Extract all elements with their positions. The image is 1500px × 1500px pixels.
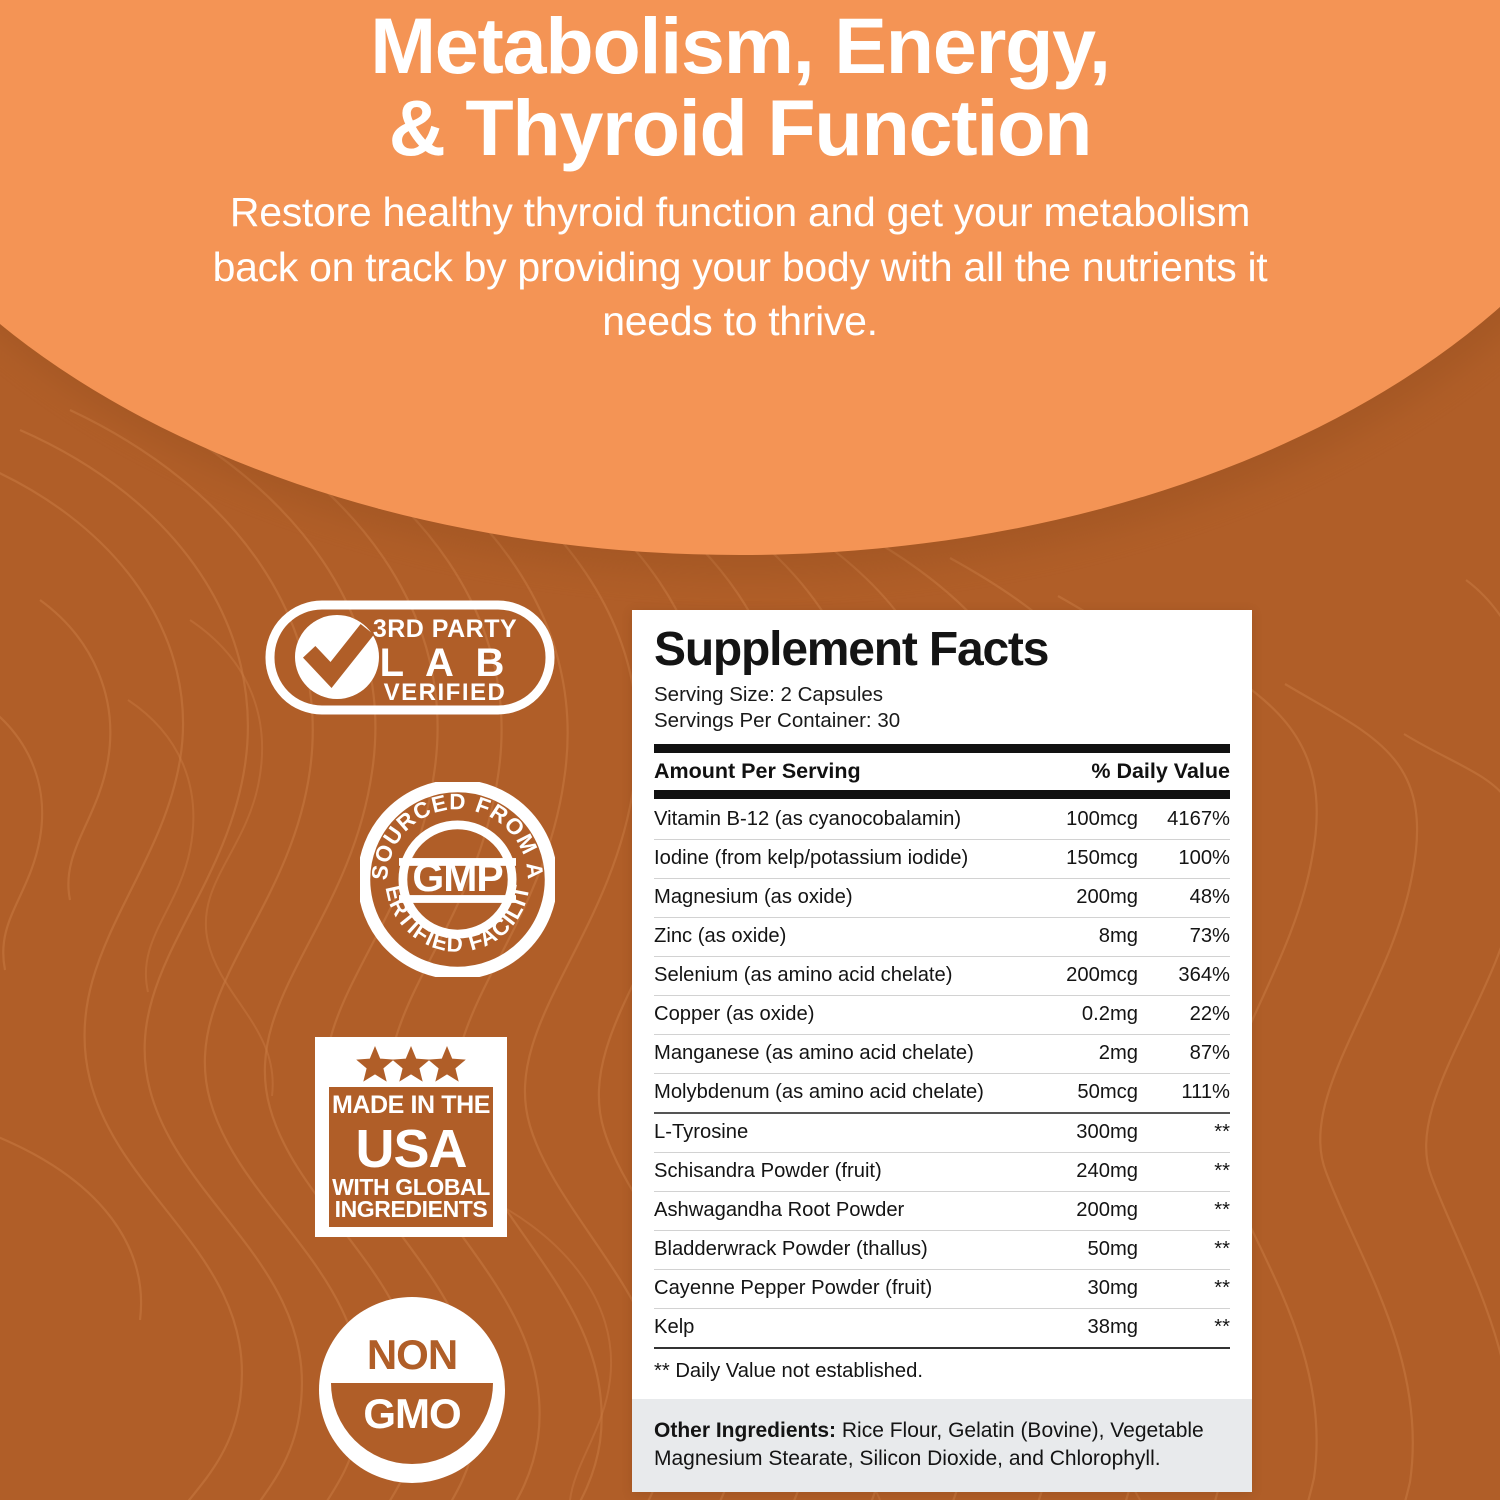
supplement-facts-panel: Supplement Facts Serving Size: 2 Capsule… (632, 610, 1252, 1493)
usa-line-2: USA (355, 1119, 466, 1179)
ingredient-amount: 240mg (988, 1152, 1138, 1192)
other-ingredients: Other Ingredients: Rice Flour, Gelatin (… (632, 1398, 1252, 1493)
ingredient-name: Bladderwrack Powder (thallus) (654, 1230, 988, 1270)
ingredient-amount: 38mg (988, 1308, 1138, 1349)
non-gmo-line-1: NON (367, 1331, 457, 1378)
ingredient-name: Magnesium (as oxide) (654, 878, 988, 918)
star-icon (356, 1046, 466, 1082)
usa-line-4: INGREDIENTS (335, 1196, 488, 1222)
ingredient-amount: 200mg (988, 1191, 1138, 1231)
lab-verified-icon: 3RD PARTY L A B VERIFIED (265, 600, 555, 715)
badge-third-party-lab-verified: 3RD PARTY L A B VERIFIED (255, 600, 575, 720)
daily-value-footnote: ** Daily Value not established. (654, 1359, 923, 1382)
table-row: Schisandra Powder (fruit) 240mg ** (654, 1152, 1230, 1192)
ingredient-name: Manganese (as amino acid chelate) (654, 1034, 988, 1074)
ingredient-amount: 2mg (988, 1034, 1138, 1074)
ingredient-amount: 0.2mg (988, 995, 1138, 1035)
table-row: Kelp 38mg ** (654, 1308, 1230, 1349)
table-row: Cayenne Pepper Powder (fruit) 30mg ** (654, 1269, 1230, 1309)
lab-badge-line-3: VERIFIED (384, 679, 507, 706)
gmp-icon: SOURCED FROM A CERTIFIED FACILITY GMP (351, 762, 558, 980)
supplement-facts-title: Supplement Facts (654, 623, 1049, 676)
page-title: Metabolism, Energy, & Thyroid Function (210, 4, 1270, 173)
lab-badge-line-1: 3RD PARTY (373, 615, 517, 643)
ingredient-name: Zinc (as oxide) (654, 917, 988, 957)
ingredient-name: Molybdenum (as amino acid chelate) (654, 1073, 988, 1114)
ingredient-amount: 30mg (988, 1269, 1138, 1309)
ingredient-amount: 200mg (988, 878, 1138, 918)
table-top-rule (654, 744, 1230, 754)
ingredient-amount: 200mcg (988, 956, 1138, 996)
trust-badges: 3RD PARTY L A B VERIFIED SOURCED FROM A … (255, 600, 575, 1490)
ingredient-daily-value: 87% (1138, 1034, 1230, 1074)
ingredient-amount: 8mg (988, 917, 1138, 957)
ingredient-daily-value: 73% (1138, 917, 1230, 957)
table-row: Iodine (from kelp/potassium iodide) 150mc… (654, 839, 1230, 879)
ingredient-name: Iodine (from kelp/potassium iodide) (654, 839, 988, 879)
ingredient-daily-value: ** (1138, 1152, 1230, 1192)
hero-subhead: Restore healthy thyroid function and get… (212, 189, 1268, 345)
ingredient-daily-value: 364% (1138, 956, 1230, 996)
gmp-center-label: GMP (412, 854, 502, 900)
ingredient-daily-value: 48% (1138, 878, 1230, 918)
ingredient-amount: 50mcg (988, 1073, 1138, 1114)
ingredient-daily-value: ** (1138, 1230, 1230, 1270)
ingredient-name: L-Tyrosine (654, 1112, 988, 1153)
serving-size: Serving Size: 2 Capsules (654, 683, 884, 706)
ingredient-amount: 300mg (988, 1112, 1138, 1153)
table-row: Zinc (as oxide) 8mg 73% (654, 917, 1230, 957)
ingredient-daily-value: ** (1138, 1191, 1230, 1231)
badge-gmp-certified: SOURCED FROM A CERTIFIED FACILITY GMP (255, 720, 575, 982)
table-row: Molybdenum (as amino acid chelate) 50mcg 1… (654, 1073, 1230, 1114)
table-column-headers: Amount Per Serving % Daily Value (654, 753, 1230, 790)
table-row: Magnesium (as oxide) 200mg 48% (654, 878, 1230, 918)
ingredient-daily-value: 100% (1138, 839, 1230, 879)
nutrition-table: Vitamin B-12 (as cyanocobalamin) 100mcg 41… (654, 799, 1230, 1349)
column-header-amount: Amount Per Serving (654, 759, 861, 784)
ingredient-name: Vitamin B-12 (as cyanocobalamin) (654, 799, 988, 840)
hero-banner: Metabolism, Energy, & Thyroid Function R… (0, 0, 1500, 555)
usa-line-1: MADE IN THE (332, 1091, 490, 1119)
headline-line-2: & Thyroid Function (388, 83, 1093, 173)
ingredient-amount: 150mcg (988, 839, 1138, 879)
table-header-rule (654, 790, 1230, 800)
badge-non-gmo: NON GMO (255, 1242, 575, 1490)
table-row: Manganese (as amino acid chelate) 2mg 87% (654, 1034, 1230, 1074)
column-header-daily-value: % Daily Value (1091, 759, 1230, 784)
usa-line-3: WITH GLOBAL (332, 1174, 490, 1200)
ingredient-daily-value: 22% (1138, 995, 1230, 1035)
made-in-usa-icon: MADE IN THE USA WITH GLOBAL INGREDIENTS (315, 1037, 507, 1237)
ingredient-name: Schisandra Powder (fruit) (654, 1152, 988, 1192)
table-row: Bladderwrack Powder (thallus) 50mg ** (654, 1230, 1230, 1270)
ingredient-name: Cayenne Pepper Powder (fruit) (654, 1269, 988, 1309)
ingredient-name: Selenium (as amino acid chelate) (654, 956, 988, 996)
ingredient-daily-value: ** (1138, 1112, 1230, 1153)
table-row: Ashwagandha Root Powder 200mg ** (654, 1191, 1230, 1231)
servings-per-container: Servings Per Container: 30 (654, 709, 901, 733)
other-ingredients-label: Other Ingredients: (654, 1418, 837, 1442)
table-row: L-Tyrosine 300mg ** (654, 1112, 1230, 1153)
lab-badge-line-2: L A B (380, 641, 511, 685)
other-ingredients-text: Rice Flour, Gelatin (Bovine), Vegetable … (654, 1418, 1204, 1470)
ingredient-name: Ashwagandha Root Powder (654, 1191, 988, 1231)
ingredient-name: Kelp (654, 1308, 988, 1349)
table-row: Selenium (as amino acid chelate) 200mcg 36… (654, 956, 1230, 996)
ingredient-daily-value: 111% (1138, 1073, 1230, 1114)
headline-line-1: Metabolism, Energy, (370, 1, 1111, 90)
ingredient-name: Copper (as oxide) (654, 995, 988, 1035)
ingredient-amount: 100mcg (988, 799, 1138, 840)
non-gmo-line-2: GMO (363, 1390, 460, 1437)
ingredient-daily-value: ** (1138, 1269, 1230, 1309)
ingredient-amount: 50mg (988, 1230, 1138, 1270)
ingredient-daily-value: 4167% (1138, 799, 1230, 840)
table-row: Vitamin B-12 (as cyanocobalamin) 100mcg 41… (654, 799, 1230, 840)
ingredient-daily-value: ** (1138, 1308, 1230, 1349)
non-gmo-icon: NON GMO (319, 1297, 505, 1483)
badge-made-in-usa: MADE IN THE USA WITH GLOBAL INGREDIENTS (255, 982, 575, 1242)
table-row: Copper (as oxide) 0.2mg 22% (654, 995, 1230, 1035)
